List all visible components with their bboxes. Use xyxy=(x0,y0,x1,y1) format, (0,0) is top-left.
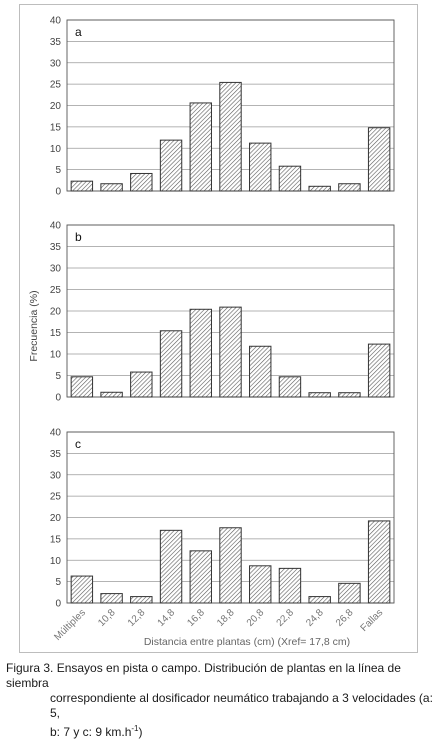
x-tick-label: 26,8 xyxy=(334,607,356,629)
y-tick-label: 25 xyxy=(50,285,62,296)
x-tick-label: Fallas xyxy=(359,607,386,634)
x-axis-label: Distancia entre plantas (cm) (Xref= 17,8… xyxy=(144,636,350,648)
bar xyxy=(219,81,242,192)
y-tick-label: 20 xyxy=(50,101,62,112)
y-tick-label: 35 xyxy=(50,242,62,253)
bar xyxy=(308,596,331,604)
y-tick-label: 0 xyxy=(55,187,61,198)
y-tick-label: 15 xyxy=(50,328,62,339)
caption-line-1: Figura 3. Ensayos en pista o campo. Dist… xyxy=(6,661,401,690)
bar xyxy=(278,567,302,604)
y-tick-label: 0 xyxy=(55,393,61,404)
bar xyxy=(308,185,331,192)
bar xyxy=(130,172,153,192)
panel-b: 0 5 10 15 20 25 30 35 40 b xyxy=(50,221,395,404)
bar xyxy=(189,550,212,604)
y-tick-label: 10 xyxy=(50,144,62,155)
bar xyxy=(308,392,331,398)
bar xyxy=(338,183,361,192)
bar xyxy=(278,376,302,398)
x-tick-label: 24,8 xyxy=(304,607,326,629)
x-tick-label: 10,8 xyxy=(96,607,118,629)
y-tick-label: 40 xyxy=(50,221,62,232)
x-tick-label: Múltiples xyxy=(52,607,88,643)
y-tick-label: 25 xyxy=(50,80,62,91)
bar xyxy=(159,529,183,604)
caption-line-2: correspondiente al dosificador neumático… xyxy=(50,691,433,720)
y-axis-label: Frecuencia (%) xyxy=(28,290,40,361)
bar xyxy=(100,183,123,192)
y-tick-label: 40 xyxy=(50,16,62,27)
y-tick-label: 40 xyxy=(50,428,62,439)
bar xyxy=(249,142,272,192)
y-tick-label: 10 xyxy=(50,556,62,567)
bar xyxy=(338,582,361,604)
bar xyxy=(100,391,123,398)
figure-caption: Figura 3. Ensayos en pista o campo. Dist… xyxy=(6,661,436,740)
bar xyxy=(367,520,391,604)
bar xyxy=(70,180,94,192)
x-tick-label: 22,8 xyxy=(275,607,297,629)
y-tick-label: 25 xyxy=(50,492,62,503)
x-tick-label: 20,8 xyxy=(245,607,267,629)
y-tick-label: 30 xyxy=(50,470,62,481)
x-tick-label: 14,8 xyxy=(156,607,178,629)
bar xyxy=(159,330,183,398)
bar xyxy=(367,343,391,398)
caption-line-3-text: b: 7 y c: 9 km.h xyxy=(50,725,132,739)
bar xyxy=(367,127,391,192)
y-tick-label: 30 xyxy=(50,58,62,69)
bar xyxy=(219,527,242,604)
bar xyxy=(249,565,272,604)
caption-superscript: -1 xyxy=(131,724,139,733)
caption-line-3-end: ) xyxy=(138,725,143,739)
bar xyxy=(219,306,242,398)
figure-frame xyxy=(19,4,418,653)
y-tick-label: 5 xyxy=(55,371,61,382)
bar xyxy=(130,596,153,604)
y-tick-label: 5 xyxy=(55,165,61,176)
panel-label: c xyxy=(75,437,81,451)
panel-label: a xyxy=(75,25,82,39)
bar xyxy=(249,345,272,398)
y-tick-label: 35 xyxy=(50,449,62,460)
bar xyxy=(130,371,153,398)
bar xyxy=(159,139,183,192)
y-tick-label: 20 xyxy=(50,513,62,524)
bar xyxy=(100,593,123,604)
panel-a: 0 5 10 15 20 25 30 35 40 a xyxy=(50,16,395,198)
panel-label: b xyxy=(75,230,82,244)
y-tick-label: 30 xyxy=(50,264,62,275)
y-tick-label: 10 xyxy=(50,350,62,361)
y-tick-label: 0 xyxy=(55,599,61,610)
bar-chart-figure: 0 5 10 15 20 25 30 35 40 a 0 5 10 15 20 25 30 35 40 b 0 5 10 15… xyxy=(28,16,395,648)
x-tick-label: 18,8 xyxy=(215,607,237,629)
y-tick-label: 15 xyxy=(50,122,62,133)
x-tick-label: 12,8 xyxy=(126,607,148,629)
bar xyxy=(70,575,94,604)
panel-c: 0 5 10 15 20 25 30 35 40 c Múltiples 10,8 12,8 14,8 16… xyxy=(50,428,395,643)
x-tick-label: 16,8 xyxy=(185,607,207,629)
bar xyxy=(70,376,94,398)
bar xyxy=(278,165,302,192)
y-tick-label: 5 xyxy=(55,577,61,588)
y-tick-label: 15 xyxy=(50,534,62,545)
bar xyxy=(189,308,212,398)
y-tick-label: 20 xyxy=(50,307,62,318)
y-tick-label: 35 xyxy=(50,37,62,48)
bar xyxy=(189,102,212,192)
bar xyxy=(338,392,361,398)
